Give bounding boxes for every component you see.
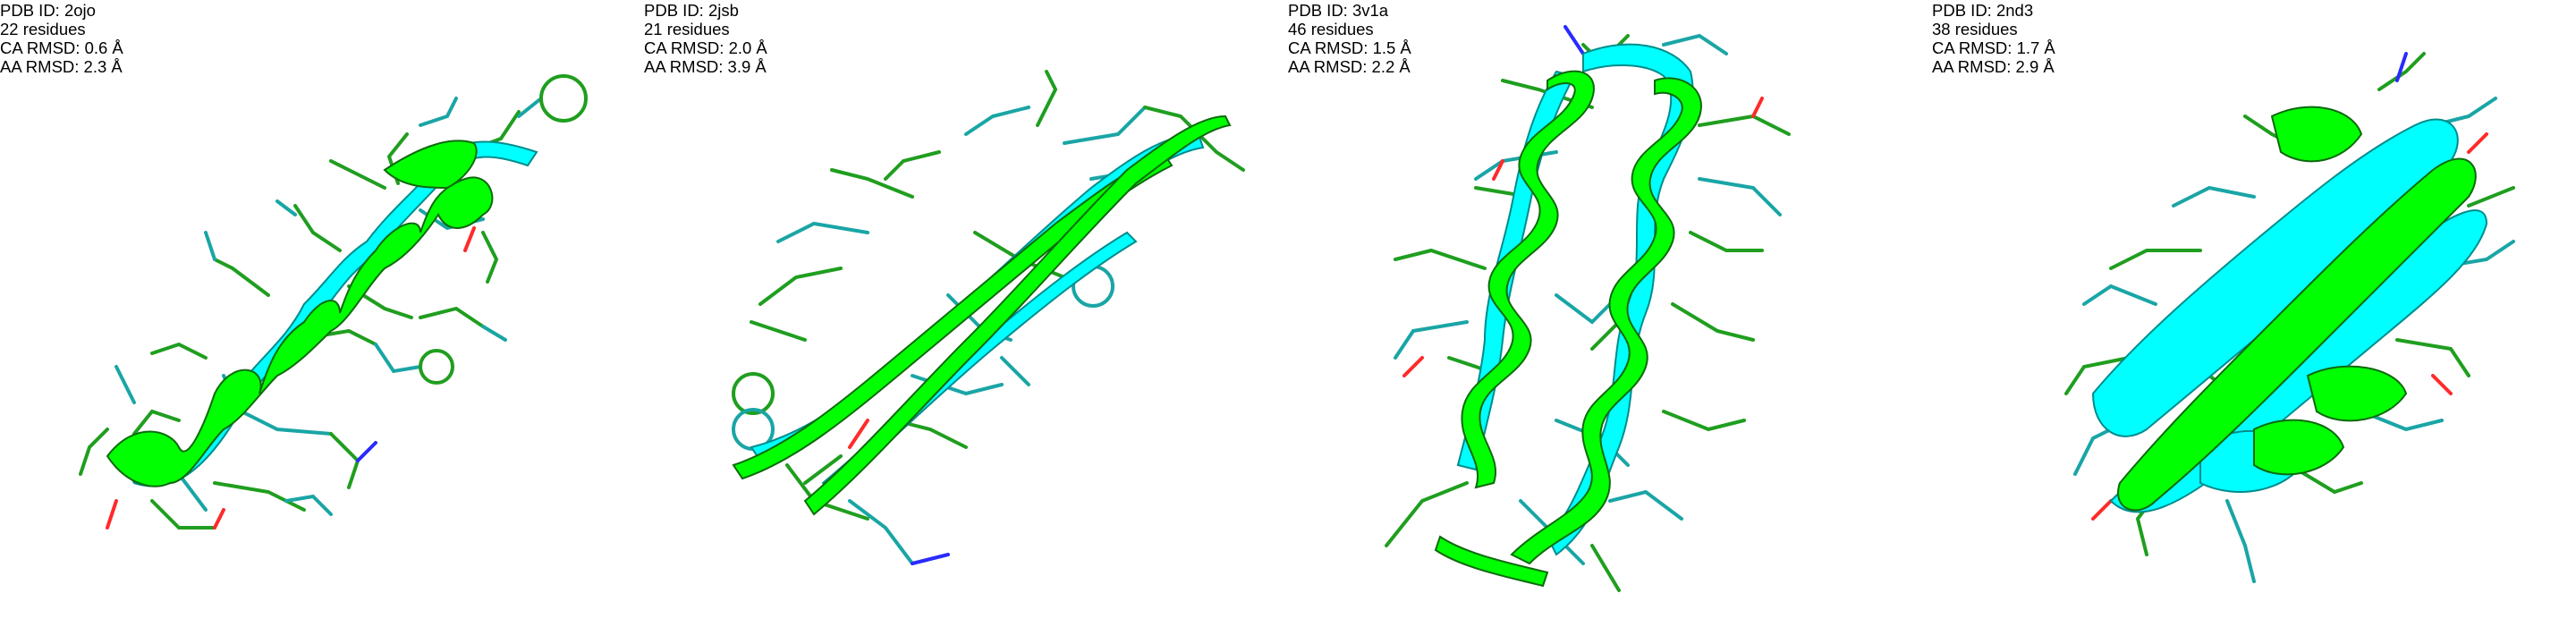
protein-structure-render: [79, 74, 589, 530]
protein-structure-render: [732, 70, 1245, 565]
predicted-ribbon: [732, 114, 1232, 516]
pdb-id-label: PDB ID: 3v1a: [1288, 1, 1389, 20]
aa-rmsd-label: AA RMSD: 3.9 Å: [644, 57, 767, 76]
predicted-ribbon: [2117, 106, 2477, 512]
structure-panel-2jsb: PDB ID: 2jsb 21 residues CA RMSD: 2.0 Å …: [644, 0, 1288, 644]
residue-count-label: 22 residues: [0, 20, 86, 38]
structure-panel-2ojo: PDB ID: 2ojo 22 residues CA RMSD: 0.6 Å …: [0, 0, 644, 644]
pdb-id-label: PDB ID: 2jsb: [644, 1, 739, 20]
residue-count-label: 38 residues: [1932, 20, 2018, 38]
aa-rmsd-label: AA RMSD: 2.2 Å: [1288, 57, 1411, 76]
panel-info: PDB ID: 2nd3 38 residues CA RMSD: 1.7 Å …: [1932, 1, 2055, 76]
ca-rmsd-label: CA RMSD: 0.6 Å: [0, 38, 123, 57]
pdb-id-label: PDB ID: 2nd3: [1932, 1, 2034, 20]
aa-rmsd-label: AA RMSD: 2.9 Å: [1932, 57, 2055, 76]
panel-info: PDB ID: 3v1a 46 residues CA RMSD: 1.5 Å …: [1288, 1, 1411, 76]
aa-rmsd-label: AA RMSD: 2.3 Å: [0, 57, 123, 76]
ca-rmsd-label: CA RMSD: 2.0 Å: [644, 38, 767, 57]
panel-info: PDB ID: 2jsb 21 residues CA RMSD: 2.0 Å …: [644, 1, 767, 76]
pdb-id-label: PDB ID: 2ojo: [0, 1, 96, 20]
panel-info: PDB ID: 2ojo 22 residues CA RMSD: 0.6 Å …: [0, 1, 123, 76]
residue-count-label: 21 residues: [644, 20, 730, 38]
structure-panel-3v1a: PDB ID: 3v1a 46 residues CA RMSD: 1.5 Å …: [1288, 0, 1932, 644]
predicted-ribbon: [1434, 70, 1702, 588]
ca-rmsd-label: CA RMSD: 1.7 Å: [1932, 38, 2055, 57]
protein-structure-render: [2064, 52, 2515, 583]
structure-panel-2nd3: PDB ID: 2nd3 38 residues CA RMSD: 1.7 Å …: [1932, 0, 2576, 644]
predicted-ribbon: [106, 140, 494, 487]
protein-structure-render: [1385, 25, 1791, 592]
ca-rmsd-label: CA RMSD: 1.5 Å: [1288, 38, 1411, 57]
residue-count-label: 46 residues: [1288, 20, 1374, 38]
